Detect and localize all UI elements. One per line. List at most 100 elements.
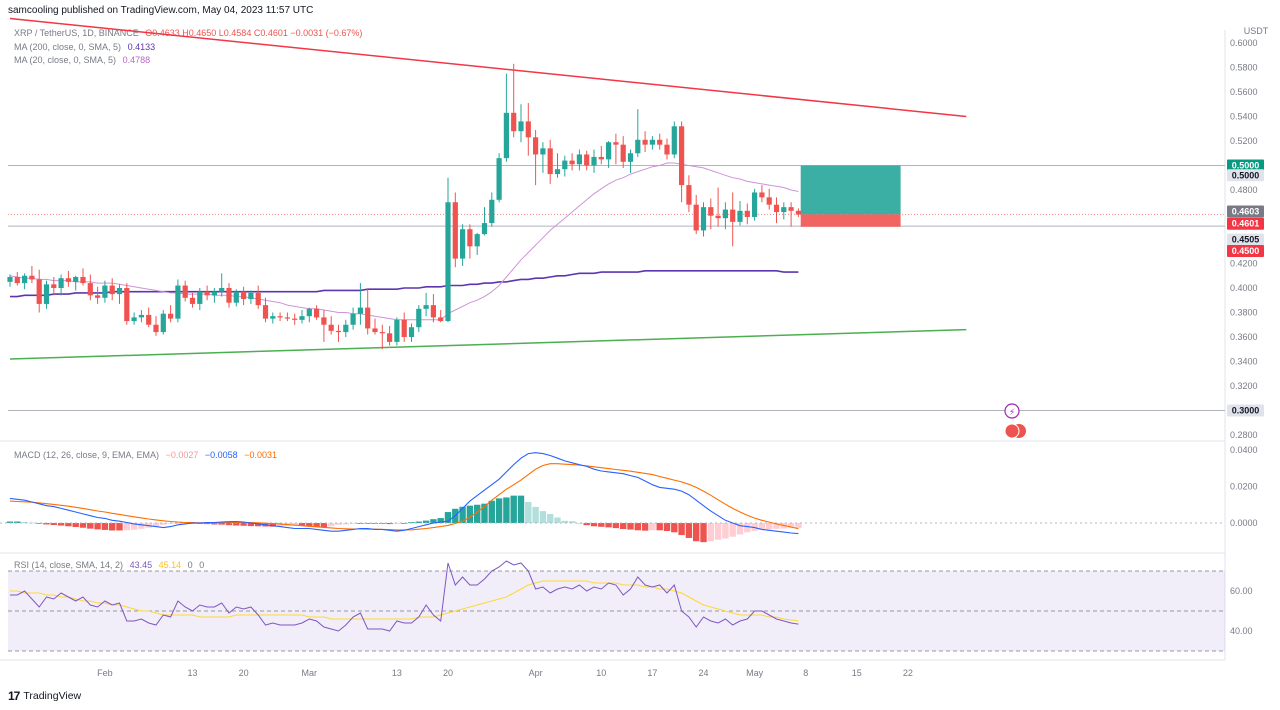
price-tick: 0.3400 bbox=[1230, 357, 1258, 367]
candle-up bbox=[350, 313, 356, 325]
position-target-zone bbox=[800, 165, 901, 215]
macd-histogram-bar bbox=[94, 523, 101, 530]
time-tick: Feb bbox=[97, 668, 113, 678]
macd-histogram-bar bbox=[36, 523, 43, 524]
macd-histogram-bar bbox=[576, 523, 583, 524]
macd-histogram-bar bbox=[6, 521, 14, 523]
price-label: 0.4603 bbox=[1232, 206, 1260, 216]
trendline-support bbox=[9, 328, 967, 360]
tradingview-brand[interactable]: 17 TradingView bbox=[8, 689, 81, 703]
macd-histogram-bar bbox=[459, 506, 466, 523]
candle-down bbox=[321, 317, 327, 325]
macd-histogram-bar bbox=[590, 523, 598, 527]
macd-histogram-bar bbox=[605, 523, 612, 528]
price-label: 0.5000 bbox=[1232, 170, 1260, 180]
macd-histogram-bar bbox=[627, 523, 634, 530]
time-tick: 10 bbox=[596, 668, 606, 678]
macd-histogram-bar bbox=[255, 523, 262, 527]
candle-down bbox=[664, 144, 670, 155]
candle-down bbox=[292, 318, 298, 320]
macd-histogram-bar bbox=[306, 523, 313, 527]
macd-histogram-bar bbox=[101, 523, 109, 530]
macd-histogram-bar bbox=[291, 523, 298, 526]
candle-up bbox=[591, 156, 597, 166]
candle-down bbox=[328, 324, 334, 331]
candle-down bbox=[788, 207, 794, 211]
macd-histogram-bar bbox=[364, 523, 371, 524]
candle-up bbox=[306, 308, 312, 317]
candle-down bbox=[642, 139, 648, 145]
macd-histogram-bar bbox=[517, 495, 525, 523]
time-tick: 13 bbox=[392, 668, 402, 678]
candle-up bbox=[671, 126, 677, 155]
macd-histogram-bar bbox=[466, 505, 474, 523]
candle-up bbox=[233, 291, 239, 303]
candle-down bbox=[51, 284, 57, 288]
macd-histogram-bar bbox=[87, 523, 94, 529]
candle-down bbox=[715, 215, 721, 219]
candle-up bbox=[496, 158, 502, 200]
candle-down bbox=[314, 308, 320, 318]
rsi-ma-value: 45.14 bbox=[158, 560, 182, 570]
ma200-label[interactable]: MA (200, close, 0, SMA, 5) bbox=[14, 42, 122, 52]
candle-down bbox=[189, 297, 196, 304]
candle-down bbox=[14, 276, 20, 284]
candle-up bbox=[7, 276, 13, 282]
macd-histogram-bar bbox=[430, 519, 437, 523]
macd-histogram-bar bbox=[14, 521, 21, 523]
rsi-label[interactable]: RSI (14, close, SMA, 14, 2) bbox=[14, 560, 124, 570]
macd-histogram-bar bbox=[109, 523, 116, 531]
rsi-ma-line bbox=[10, 580, 799, 622]
candle-down bbox=[335, 330, 342, 333]
rsi-tick: 60.00 bbox=[1230, 586, 1253, 596]
rsi-pane bbox=[8, 560, 1225, 652]
candle-down bbox=[365, 307, 371, 329]
price-tick: 0.4200 bbox=[1230, 259, 1258, 269]
candle-up bbox=[606, 142, 612, 160]
macd-legend: MACD (12, 26, close, 9, EMA, EMA) −0.002… bbox=[14, 450, 281, 460]
macd-tick: 0.0400 bbox=[1230, 445, 1258, 455]
candle-down bbox=[65, 278, 71, 282]
candle-down bbox=[182, 285, 188, 298]
price-label: 0.5000 bbox=[1232, 161, 1260, 171]
rsi-zero-1: 0 bbox=[187, 560, 193, 570]
candle-down bbox=[80, 276, 86, 284]
macd-histogram-bar bbox=[225, 523, 233, 526]
candle-up bbox=[416, 308, 422, 328]
time-tick: 20 bbox=[239, 668, 249, 678]
candle-up bbox=[503, 112, 509, 159]
candle-up bbox=[343, 324, 349, 333]
candle-up bbox=[299, 316, 305, 320]
price-label-bg bbox=[1227, 217, 1264, 230]
ma200-value: 0.4133 bbox=[127, 42, 156, 52]
macd-histogram-bar bbox=[649, 523, 656, 531]
candle-up bbox=[752, 192, 758, 217]
candle-down bbox=[262, 305, 269, 319]
macd-histogram-bar bbox=[79, 523, 87, 528]
macd-histogram-bar bbox=[152, 523, 160, 527]
candle-down bbox=[87, 283, 93, 296]
macd-value: −0.0058 bbox=[204, 450, 238, 460]
price-tick: 0.4800 bbox=[1230, 185, 1258, 195]
candle-up bbox=[649, 139, 655, 145]
price-tick: 0.2800 bbox=[1230, 430, 1258, 440]
time-tick: 24 bbox=[698, 668, 708, 678]
candle-down bbox=[372, 328, 378, 333]
candle-down bbox=[620, 144, 626, 162]
macd-histogram-bar bbox=[766, 523, 773, 530]
macd-histogram-bar bbox=[298, 523, 306, 526]
candle-down bbox=[109, 285, 115, 295]
macd-histogram-bar bbox=[276, 523, 284, 527]
candle-up bbox=[211, 291, 217, 296]
candle-down bbox=[29, 275, 35, 280]
price-tick: 0.3200 bbox=[1230, 381, 1258, 391]
macd-histogram-bar bbox=[532, 506, 539, 523]
time-tick: 22 bbox=[903, 668, 913, 678]
candle-up bbox=[248, 292, 254, 300]
ma20-label[interactable]: MA (20, close, 0, SMA, 5) bbox=[14, 55, 117, 65]
symbol-title[interactable]: XRP / TetherUS, 1D, BINANCE bbox=[14, 28, 139, 38]
published-header: samcooling published on TradingView.com,… bbox=[8, 5, 314, 16]
macd-label[interactable]: MACD (12, 26, close, 9, EMA, EMA) bbox=[14, 450, 160, 460]
macd-histogram-bar bbox=[160, 523, 167, 525]
